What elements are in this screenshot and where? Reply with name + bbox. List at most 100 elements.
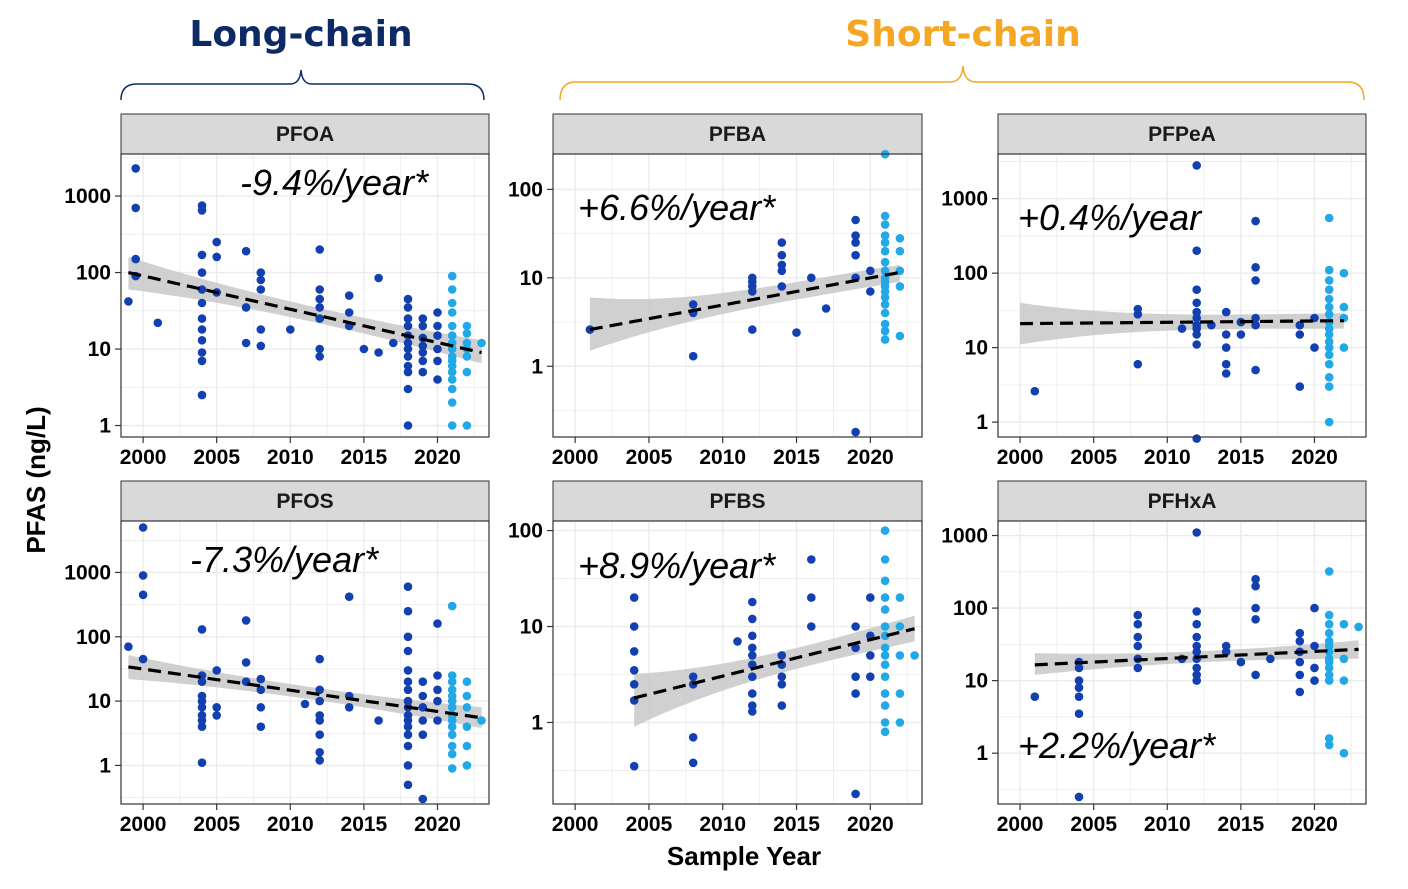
data-point [895,266,905,276]
data-point [447,749,457,759]
data-point [403,730,413,739]
data-point [1310,676,1319,685]
data-point [1295,636,1305,646]
data-point [138,571,148,580]
data-point [880,319,890,329]
data-point [895,246,905,256]
data-point [433,685,442,695]
data-point [895,331,905,341]
data-point [880,308,890,318]
y-tick-label: 100 [76,626,111,649]
data-point [447,685,457,695]
data-point [418,321,428,331]
data-point [1133,359,1143,369]
long-chain-title: Long-chain [189,14,412,55]
data-point [447,271,457,281]
trend-annotation: +6.6%/year* [578,187,776,228]
x-tick-label: 2015 [773,446,820,469]
data-point [807,622,816,631]
data-point [748,701,757,710]
x-tick-label: 2000 [120,813,167,836]
data-point [851,427,860,437]
data-point [212,252,221,262]
data-point [777,680,787,689]
confidence-ribbon [634,615,915,727]
data-point [880,231,890,240]
data-point [880,576,890,586]
data-point [197,314,207,323]
data-point [403,677,413,686]
data-point [447,691,457,701]
data-point [895,282,905,291]
data-point [895,234,905,243]
y-tick-label: 1 [531,711,543,734]
data-point [1192,298,1201,308]
x-tick-label: 2020 [414,813,461,836]
data-point [1295,670,1305,680]
x-tick-label: 2000 [997,446,1044,469]
data-point [197,703,207,712]
data-point [315,352,325,361]
data-point [315,756,325,765]
data-point [1339,343,1349,352]
data-point [1074,676,1084,685]
data-point [1030,692,1040,701]
trend-annotation: +2.2%/year* [1018,725,1216,766]
data-point [777,238,787,247]
y-tick-label: 100 [508,178,543,201]
data-point [197,336,207,345]
data-point [880,605,890,614]
y-tick-label: 10 [965,337,988,360]
data-point [1192,307,1201,317]
data-point [880,293,890,302]
data-point [629,622,639,631]
data-point [777,672,787,681]
data-point [197,268,207,277]
data-point [1221,307,1231,317]
facet-pfhxa: PFHxA 2000 2005 2010 2015 2020 1 10 100 1000 +2.2%… [941,480,1367,836]
data-point [866,287,875,296]
data-point [1251,276,1260,285]
data-point [300,699,310,709]
data-point [131,254,140,264]
trend-line [633,627,916,700]
data-point [1324,265,1334,275]
data-point [403,741,413,751]
data-point [851,622,860,631]
data-point [1074,692,1084,701]
data-point [403,303,413,312]
data-point [344,703,354,712]
data-point [1266,654,1275,664]
data-point [1251,670,1260,680]
data-point [688,733,698,742]
data-point [403,421,413,430]
data-point [1251,603,1260,613]
x-tick-label: 2010 [1144,446,1191,469]
facet-title: PFOS [276,490,333,513]
data-point [374,273,383,283]
y-tick-label: 100 [508,520,543,543]
data-point [807,273,816,283]
data-point [447,375,457,384]
data-point [880,211,890,221]
data-point [1354,622,1363,632]
data-point [629,761,639,771]
data-point [241,338,251,348]
y-tick-label: 1 [99,415,111,438]
data-point [880,593,890,602]
data-point [1295,330,1305,339]
data-point [462,421,472,430]
data-point [880,631,890,641]
data-point [447,764,457,773]
y-tick-label: 10 [520,616,543,639]
facet-title: PFBA [709,123,766,146]
data-point [197,356,207,366]
data-point [895,622,905,631]
data-point [1192,161,1201,170]
data-point [748,689,757,698]
data-point [880,335,890,344]
data-point [1324,654,1334,664]
data-point [403,321,413,331]
data-point [256,674,266,684]
data-point [418,356,428,366]
